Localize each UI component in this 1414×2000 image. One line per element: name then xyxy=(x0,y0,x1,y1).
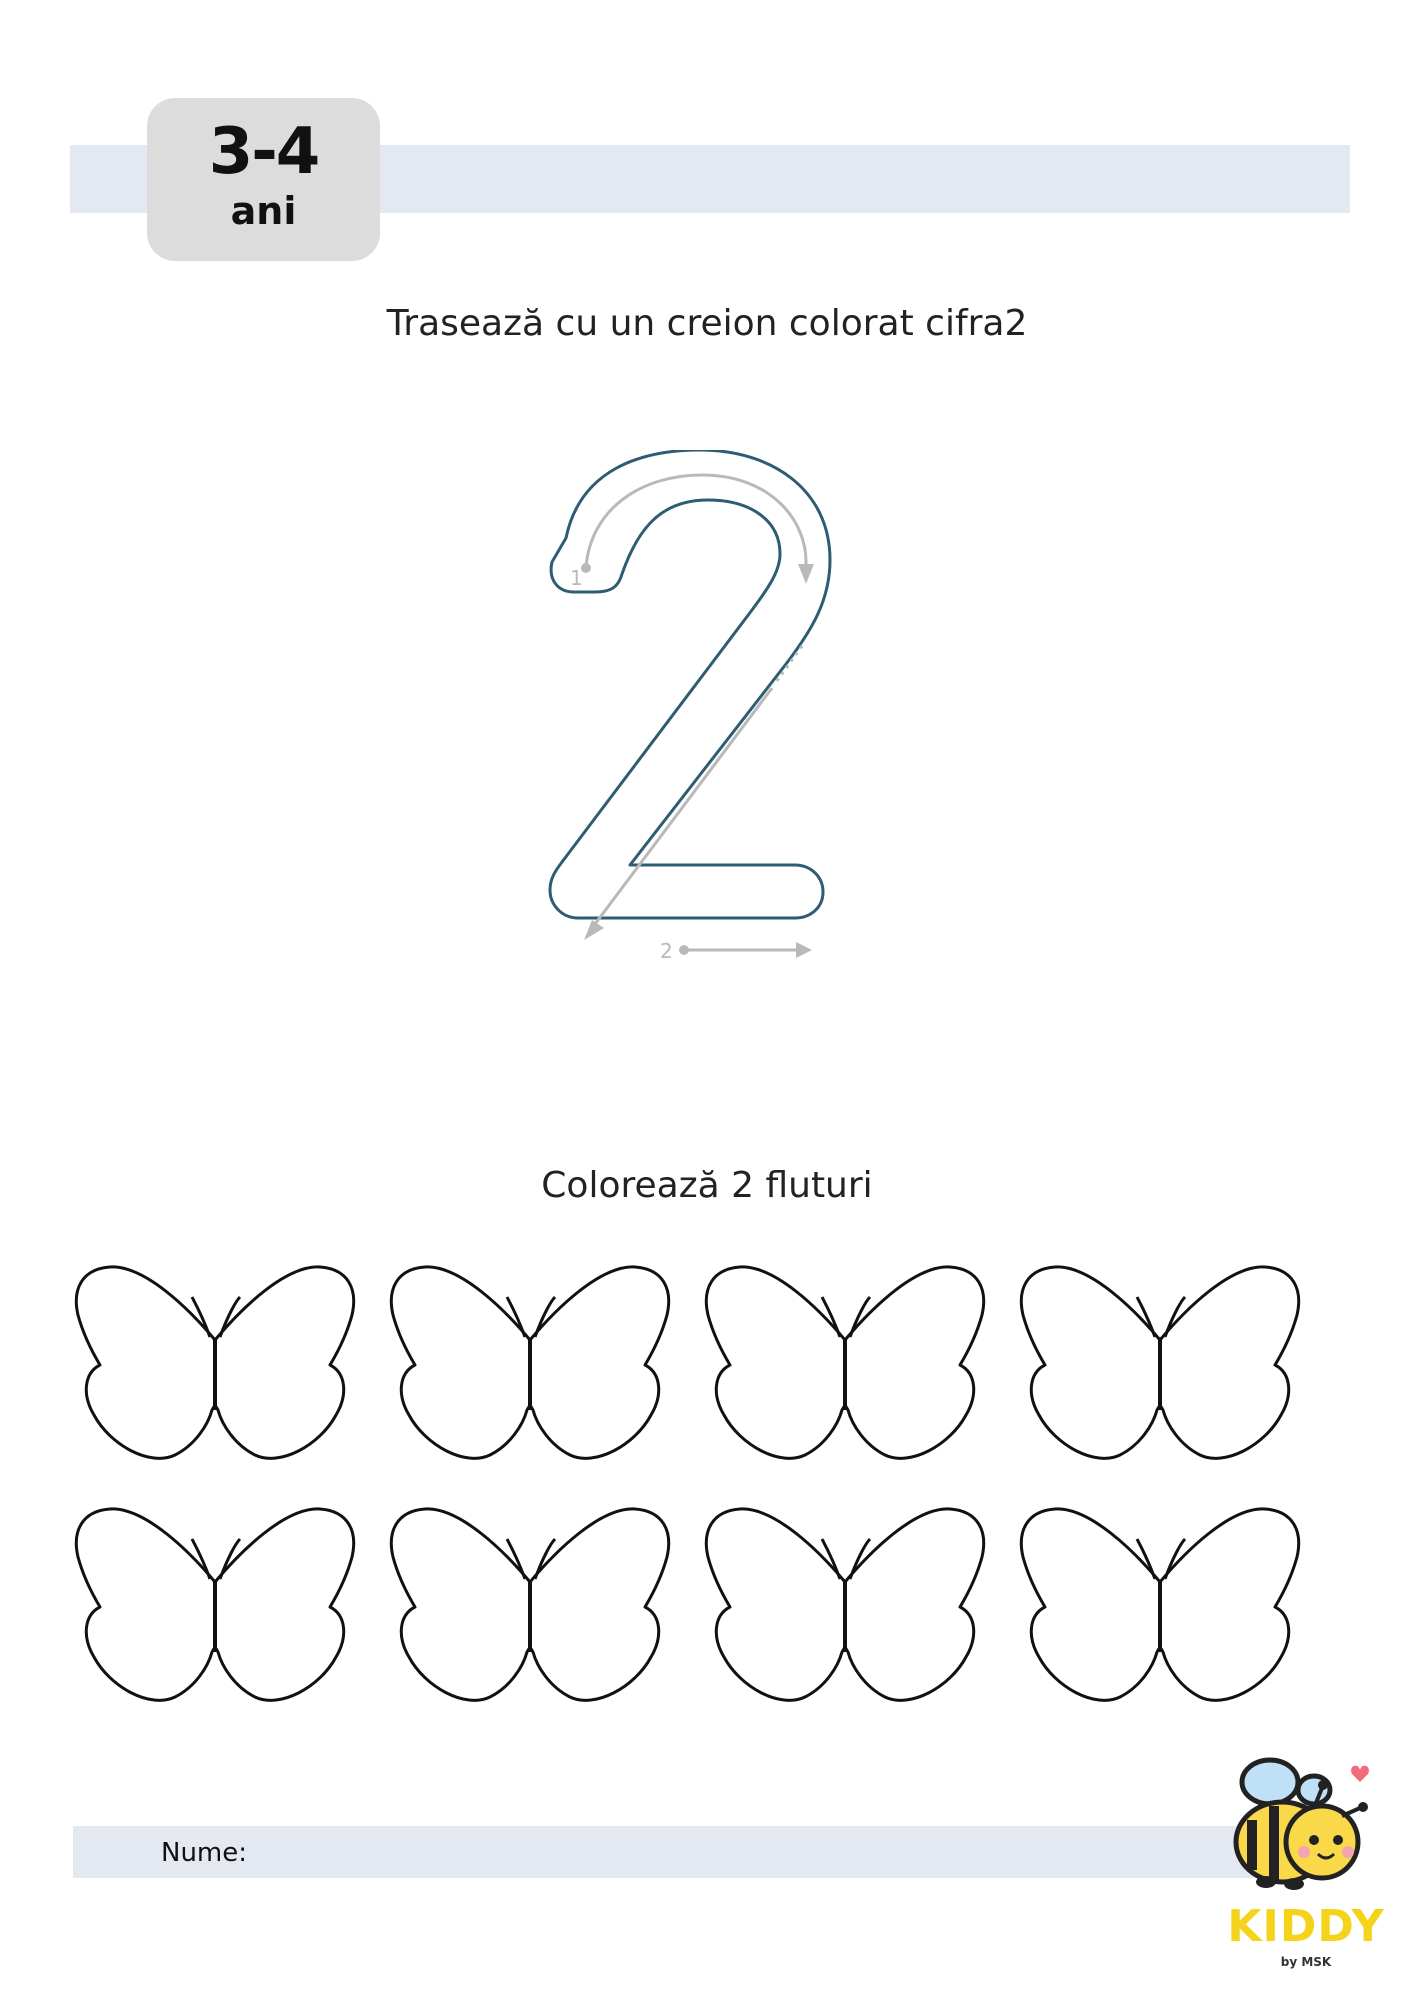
stroke-number-2: 2 xyxy=(660,939,673,963)
guide-start-dot-1 xyxy=(581,563,591,573)
stroke-number-1: 1 xyxy=(570,566,583,590)
butterfly-icon xyxy=(1019,1507,1301,1702)
guide-stroke-2a xyxy=(590,687,774,929)
name-band: Nume: xyxy=(73,1826,1305,1878)
guide-arrow-2a xyxy=(584,920,604,940)
digit-two-tracing: 1 2 xyxy=(548,450,832,963)
age-unit: ani xyxy=(230,189,297,233)
age-badge: 3-4 ani xyxy=(147,98,380,261)
age-range: 3-4 xyxy=(208,115,321,189)
guide-arrow-2b xyxy=(796,942,812,958)
butterfly-icon xyxy=(704,1265,986,1460)
butterfly-icon xyxy=(704,1507,986,1702)
butterfly-icon xyxy=(389,1507,671,1702)
guide-stroke-1 xyxy=(584,473,808,569)
butterfly-icon xyxy=(389,1265,671,1460)
butterfly-icon xyxy=(74,1507,356,1702)
color-instruction: Colorează 2 fluturi xyxy=(541,1165,873,1206)
guide-start-dot-2 xyxy=(679,945,689,955)
butterfly-icon xyxy=(1019,1265,1301,1460)
butterfly-icon xyxy=(74,1265,356,1460)
name-label: Nume: xyxy=(161,1838,248,1868)
brand-sub: by MSK xyxy=(1280,1955,1332,1969)
trace-instruction: Trasează cu un creion colorat cifra2 xyxy=(386,303,1028,344)
bee-icon xyxy=(1233,1757,1369,1890)
guide-arrow-1 xyxy=(798,564,814,584)
guide-dotted-segment xyxy=(774,645,804,683)
brand-name: KIDDY xyxy=(1227,1901,1385,1952)
butterfly-grid xyxy=(70,1255,1330,1715)
digit-outline xyxy=(548,450,832,920)
